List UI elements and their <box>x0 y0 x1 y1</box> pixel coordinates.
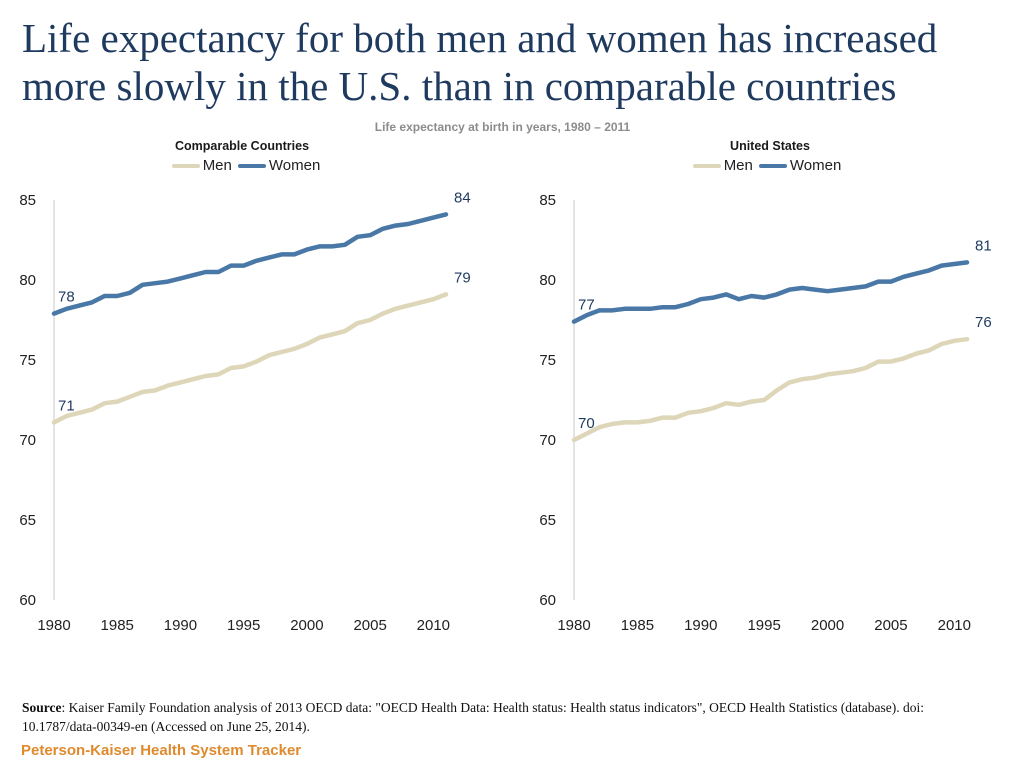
series-line-men <box>571 336 970 443</box>
data-label-start-women: 78 <box>58 289 75 306</box>
legend-comparable: Men Women <box>116 157 376 174</box>
legend-label-women: Women <box>789 157 842 174</box>
y-tick-label: 60 <box>539 592 556 609</box>
chart-subtitle: Life expectancy at birth in years, 1980 … <box>374 120 631 134</box>
x-tick-label: 1980 <box>37 617 70 634</box>
legend-item-men: Men <box>692 157 753 174</box>
footer-brand: Peterson-Kaiser Health System Tracker <box>21 742 302 759</box>
panel-title-us: United States <box>730 139 810 153</box>
legend-label-women: Women <box>268 157 321 174</box>
y-tick-label: 60 <box>19 592 36 609</box>
data-label-start-men: 71 <box>58 397 75 414</box>
source-note: Source: Kaiser Family Foundation analysi… <box>22 698 982 736</box>
y-tick-label: 85 <box>539 192 556 209</box>
series-line-men <box>51 292 449 425</box>
data-label-start-men: 70 <box>578 415 595 432</box>
data-label-end-women: 81 <box>975 237 992 254</box>
x-tick-label: 2000 <box>811 617 844 634</box>
x-tick-label: 2000 <box>290 617 323 634</box>
x-tick-label: 1980 <box>557 617 590 634</box>
legend-swatch-women <box>237 163 266 168</box>
y-tick-label: 80 <box>19 272 36 289</box>
page-title: Life expectancy for both men and women h… <box>22 15 938 109</box>
x-tick-label: 1990 <box>164 617 197 634</box>
x-tick-label: 2010 <box>938 617 971 634</box>
legend-item-men: Men <box>171 157 232 174</box>
series-line-women <box>571 260 970 324</box>
legend-label-men: Men <box>723 157 753 174</box>
x-tick-label: 1995 <box>747 617 780 634</box>
y-tick-label: 85 <box>19 192 36 209</box>
data-label-end-women: 84 <box>454 189 471 206</box>
y-tick-label: 65 <box>19 512 36 529</box>
legend-item-women: Women <box>758 157 842 174</box>
data-label-end-men: 76 <box>975 314 992 331</box>
legend-us: Men Women <box>637 157 897 174</box>
y-tick-label: 75 <box>539 352 556 369</box>
data-label-end-men: 79 <box>454 269 471 286</box>
y-tick-label: 65 <box>539 512 556 529</box>
x-tick-label: 1995 <box>227 617 260 634</box>
x-tick-label: 1990 <box>684 617 717 634</box>
panel-title-comparable: Comparable Countries <box>174 139 310 153</box>
series-line-women <box>51 212 449 316</box>
legend-swatch-women <box>758 163 787 168</box>
source-text: : Kaiser Family Foundation analysis of 2… <box>22 700 924 734</box>
x-tick-label: 1985 <box>101 617 134 634</box>
source-label: Source <box>22 700 62 715</box>
legend-label-men: Men <box>202 157 232 174</box>
y-tick-label: 80 <box>539 272 556 289</box>
y-tick-label: 70 <box>539 432 556 449</box>
legend-item-women: Women <box>237 157 321 174</box>
x-tick-label: 2005 <box>353 617 386 634</box>
y-tick-label: 70 <box>19 432 36 449</box>
y-tick-label: 75 <box>19 352 36 369</box>
legend-swatch-men <box>692 163 721 168</box>
legend-swatch-men <box>171 163 200 168</box>
data-label-start-women: 77 <box>578 297 595 314</box>
x-tick-label: 2010 <box>417 617 450 634</box>
x-tick-label: 2005 <box>874 617 907 634</box>
x-tick-label: 1985 <box>621 617 654 634</box>
